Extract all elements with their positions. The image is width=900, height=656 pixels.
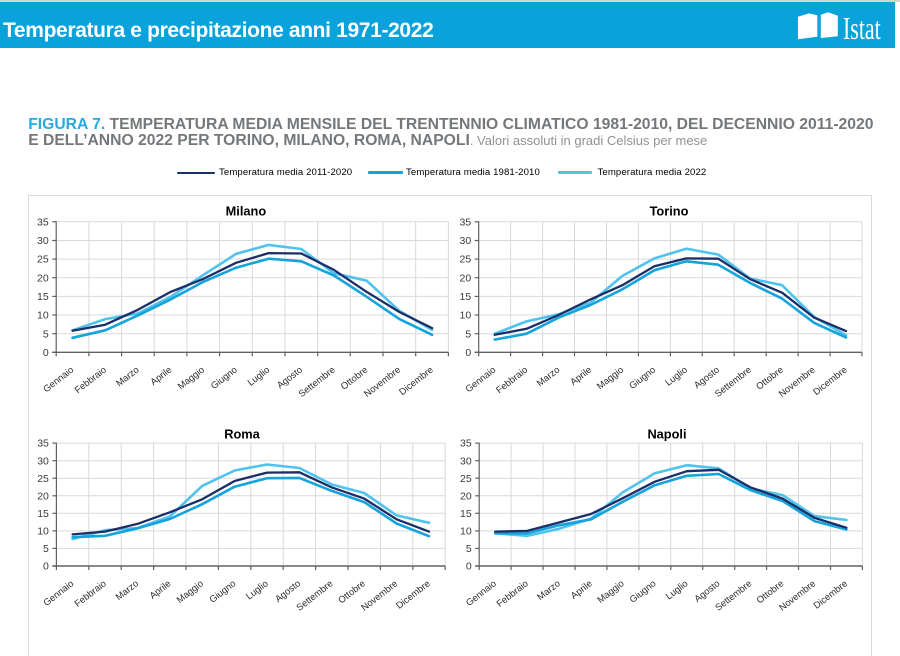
svg-text:15: 15 [37, 291, 49, 303]
svg-text:Giugno: Giugno [627, 578, 658, 605]
svg-text:Aprile: Aprile [568, 364, 594, 387]
svg-text:Gennaio: Gennaio [41, 364, 76, 394]
svg-text:5: 5 [465, 328, 471, 340]
svg-text:35: 35 [460, 438, 472, 450]
svg-text:Settembre: Settembre [294, 578, 335, 613]
svg-text:Novembre: Novembre [359, 578, 400, 613]
svg-text:Roma: Roma [224, 426, 260, 441]
svg-text:Luglio: Luglio [243, 578, 269, 602]
svg-text:35: 35 [37, 216, 49, 228]
svg-text:Maggio: Maggio [595, 578, 626, 606]
svg-text:Febbraio: Febbraio [72, 578, 108, 609]
svg-text:15: 15 [460, 508, 472, 520]
svg-text:Febbraio: Febbraio [72, 364, 108, 395]
svg-text:35: 35 [37, 438, 49, 450]
svg-text:0: 0 [465, 347, 471, 359]
svg-text:10: 10 [37, 526, 49, 538]
svg-text:Luglio: Luglio [663, 364, 689, 388]
svg-text:20: 20 [460, 272, 472, 284]
svg-text:Dicembre: Dicembre [811, 578, 849, 611]
svg-text:Aprile: Aprile [148, 364, 174, 387]
svg-text:0: 0 [43, 347, 49, 359]
svg-text:Settembre: Settembre [296, 364, 337, 399]
svg-text:Aprile: Aprile [568, 578, 594, 601]
svg-text:20: 20 [37, 490, 49, 502]
svg-text:Gennaio: Gennaio [463, 364, 498, 394]
svg-text:10: 10 [37, 310, 49, 322]
svg-text:Luglio: Luglio [663, 578, 689, 602]
svg-text:15: 15 [37, 508, 49, 520]
svg-text:Maggio: Maggio [175, 364, 206, 392]
svg-text:10: 10 [460, 526, 472, 538]
svg-text:Febbraio: Febbraio [494, 364, 530, 395]
svg-text:Marzo: Marzo [114, 364, 141, 389]
svg-text:25: 25 [460, 473, 472, 485]
svg-text:Marzo: Marzo [534, 364, 561, 389]
svg-text:20: 20 [460, 490, 472, 502]
svg-text:Gennaio: Gennaio [463, 578, 498, 608]
svg-text:5: 5 [466, 543, 472, 555]
svg-text:Novembre: Novembre [361, 364, 402, 399]
svg-text:Febbraio: Febbraio [494, 578, 530, 609]
svg-text:Torino: Torino [650, 204, 689, 219]
svg-text:Gennaio: Gennaio [41, 578, 76, 608]
svg-text:Dicembre: Dicembre [397, 364, 435, 397]
svg-text:Dicembre: Dicembre [394, 578, 432, 611]
svg-text:30: 30 [460, 235, 472, 247]
svg-text:0: 0 [466, 561, 472, 573]
svg-text:Aprile: Aprile [147, 578, 173, 601]
svg-text:Giugno: Giugno [207, 578, 238, 605]
svg-text:30: 30 [37, 235, 49, 247]
svg-text:30: 30 [460, 455, 472, 467]
svg-text:Maggio: Maggio [594, 364, 625, 392]
svg-text:15: 15 [460, 291, 472, 303]
svg-text:25: 25 [37, 254, 49, 266]
svg-text:25: 25 [37, 473, 49, 485]
svg-text:5: 5 [43, 543, 49, 555]
svg-text:Maggio: Maggio [174, 578, 205, 606]
svg-text:10: 10 [460, 310, 472, 322]
svg-text:Giugno: Giugno [627, 364, 658, 391]
svg-text:Napoli: Napoli [647, 426, 686, 441]
svg-text:30: 30 [37, 455, 49, 467]
svg-text:Milano: Milano [226, 204, 267, 219]
svg-text:35: 35 [460, 216, 472, 228]
svg-text:0: 0 [43, 561, 49, 573]
svg-text:25: 25 [460, 254, 472, 266]
svg-text:5: 5 [43, 328, 49, 340]
svg-text:Giugno: Giugno [208, 364, 239, 391]
svg-text:20: 20 [37, 272, 49, 284]
svg-text:Marzo: Marzo [113, 578, 140, 603]
svg-text:Marzo: Marzo [535, 578, 562, 603]
svg-text:Dicembre: Dicembre [811, 364, 849, 397]
svg-text:Luglio: Luglio [245, 364, 271, 388]
